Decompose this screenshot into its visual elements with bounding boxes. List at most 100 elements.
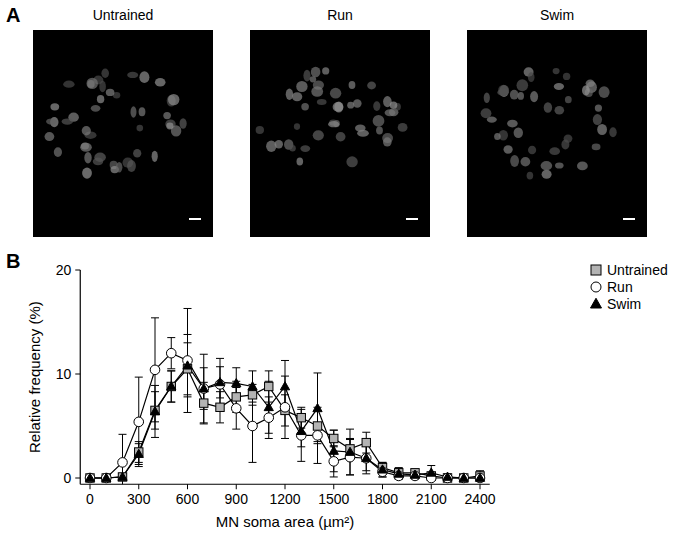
y-tick-label: 0 xyxy=(63,470,71,486)
data-point xyxy=(264,413,274,423)
error-bar xyxy=(184,334,192,396)
error-bar xyxy=(379,462,387,477)
series xyxy=(90,308,480,484)
cell-body xyxy=(376,126,383,134)
error-cap xyxy=(151,437,159,438)
cell-body xyxy=(510,90,519,100)
cell-body xyxy=(487,117,497,123)
error-cap xyxy=(249,402,257,403)
error-bar xyxy=(167,371,175,402)
data-point xyxy=(248,391,256,399)
cell-body xyxy=(256,126,264,134)
panel-label: A xyxy=(6,4,20,26)
cell-body xyxy=(597,124,607,135)
x-tick xyxy=(236,484,237,489)
error-cap xyxy=(297,461,305,462)
cell-body xyxy=(390,102,398,109)
cell-body xyxy=(510,155,519,167)
y-axis xyxy=(80,270,81,484)
series-line xyxy=(90,366,480,478)
image-background xyxy=(250,30,430,237)
error-bar xyxy=(265,381,273,433)
legend-marker xyxy=(591,298,602,308)
error-bar xyxy=(314,373,322,444)
data-point xyxy=(313,403,322,411)
scale-bar xyxy=(406,218,418,220)
error-cap xyxy=(265,433,273,434)
series-markers xyxy=(85,361,484,482)
image-title: Run xyxy=(327,7,353,23)
cell-body xyxy=(541,161,553,170)
cell-body xyxy=(139,71,149,83)
cell-body xyxy=(294,123,300,130)
cell-body xyxy=(168,94,179,105)
image-title: Untrained xyxy=(93,7,154,23)
cell-body xyxy=(592,144,601,151)
cell-body xyxy=(133,149,141,158)
data-point xyxy=(151,406,159,414)
error-cap xyxy=(346,474,354,475)
x-tick xyxy=(333,484,334,489)
data-point xyxy=(101,473,111,483)
cell-body xyxy=(311,86,323,97)
data-point xyxy=(475,473,484,481)
cell-body xyxy=(383,137,392,146)
error-cap xyxy=(330,430,338,431)
error-cap xyxy=(151,317,159,318)
error-cap xyxy=(249,462,257,463)
error-cap xyxy=(395,467,403,468)
legend-label: Untrained xyxy=(607,262,668,278)
series-markers xyxy=(85,348,485,482)
data-point xyxy=(199,384,208,392)
cell-body xyxy=(54,147,62,157)
error-cap xyxy=(167,368,175,369)
series-markers xyxy=(86,365,484,483)
cell-body xyxy=(334,102,343,113)
cell-body xyxy=(577,162,588,171)
x-tick-label: 1200 xyxy=(269,491,300,507)
x-tick-label: 1800 xyxy=(367,491,398,507)
error-cap xyxy=(135,464,143,465)
error-bar xyxy=(167,371,175,402)
cell-body xyxy=(517,79,529,91)
cell-body xyxy=(163,112,171,119)
y-tick xyxy=(75,478,80,479)
data-point xyxy=(102,474,110,482)
error-bar xyxy=(281,376,289,438)
data-point xyxy=(118,458,128,468)
x-tick-label: 300 xyxy=(127,491,151,507)
data-point xyxy=(459,473,469,483)
data-point xyxy=(345,447,354,455)
data-point xyxy=(362,438,370,446)
cell-body xyxy=(593,114,602,125)
error-cap xyxy=(314,443,322,444)
error-cap xyxy=(216,358,224,359)
data-point xyxy=(199,384,209,394)
cell-body xyxy=(139,107,146,116)
error-cap xyxy=(476,470,484,471)
error-bar xyxy=(167,338,175,369)
cell-body xyxy=(62,118,73,124)
cell-body xyxy=(286,89,293,100)
error-cap xyxy=(297,446,305,447)
x-tick xyxy=(382,484,383,489)
data-point xyxy=(459,473,468,481)
legend-label: Run xyxy=(607,279,633,295)
cell-body xyxy=(289,145,295,151)
data-point xyxy=(313,422,321,430)
cell-body xyxy=(50,103,59,110)
panel-label: B xyxy=(6,250,20,272)
error-bar xyxy=(346,429,354,475)
data-point xyxy=(264,402,273,410)
series xyxy=(90,343,484,481)
cell-body xyxy=(498,85,509,96)
data-point xyxy=(231,404,241,414)
error-cap xyxy=(232,367,240,368)
scale-bar xyxy=(189,218,201,220)
error-cap xyxy=(167,370,175,371)
error-bar xyxy=(281,360,289,412)
cell-body xyxy=(330,88,341,99)
cell-body xyxy=(296,81,307,92)
cell-body xyxy=(385,109,396,116)
data-point xyxy=(297,413,305,421)
